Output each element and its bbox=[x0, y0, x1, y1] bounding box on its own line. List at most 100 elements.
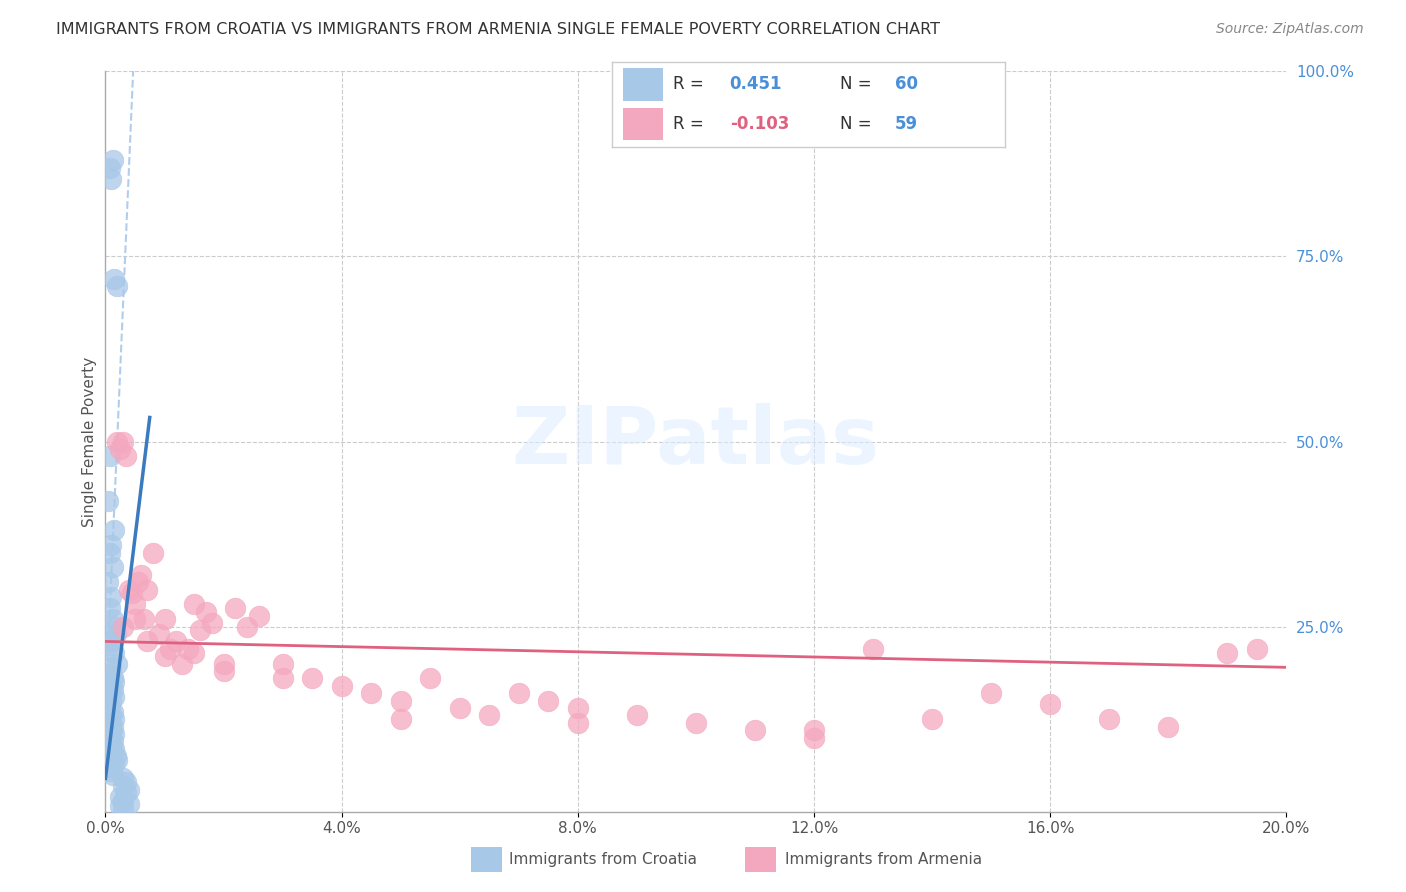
Point bbox=[236, 619, 259, 633]
Point bbox=[98, 546, 121, 560]
Point bbox=[112, 619, 135, 633]
Point bbox=[97, 575, 120, 590]
Point bbox=[148, 627, 170, 641]
Point bbox=[224, 601, 246, 615]
Point bbox=[101, 682, 124, 697]
Point bbox=[105, 279, 128, 293]
Point bbox=[100, 694, 122, 708]
Point bbox=[103, 712, 125, 726]
Text: ZIPatlas: ZIPatlas bbox=[512, 402, 880, 481]
Point bbox=[537, 694, 560, 708]
Point bbox=[105, 434, 128, 449]
Point bbox=[301, 672, 323, 686]
Point bbox=[389, 694, 412, 708]
Point bbox=[862, 641, 884, 656]
Point bbox=[101, 734, 124, 748]
Text: Immigrants from Armenia: Immigrants from Armenia bbox=[785, 853, 981, 867]
Point bbox=[98, 764, 121, 778]
Point bbox=[105, 753, 128, 767]
Point bbox=[212, 657, 235, 671]
Point bbox=[1098, 712, 1121, 726]
Point bbox=[98, 638, 121, 652]
Point bbox=[101, 560, 124, 574]
Point bbox=[100, 723, 122, 738]
Point bbox=[112, 779, 135, 793]
Point bbox=[103, 619, 125, 633]
Text: 60: 60 bbox=[896, 76, 918, 94]
Point bbox=[101, 672, 124, 686]
Point bbox=[105, 657, 128, 671]
Point bbox=[112, 801, 135, 815]
Point bbox=[1216, 646, 1239, 660]
Point bbox=[508, 686, 530, 700]
Point bbox=[100, 760, 122, 774]
Point bbox=[121, 586, 143, 600]
Y-axis label: Single Female Poverty: Single Female Poverty bbox=[82, 357, 97, 526]
Point bbox=[98, 715, 121, 730]
Point bbox=[112, 772, 135, 786]
Point bbox=[105, 627, 128, 641]
Bar bbox=[623, 108, 662, 140]
Text: Source: ZipAtlas.com: Source: ZipAtlas.com bbox=[1216, 22, 1364, 37]
Point bbox=[97, 493, 120, 508]
Point bbox=[124, 598, 146, 612]
Point bbox=[360, 686, 382, 700]
Point bbox=[1039, 698, 1062, 712]
Point bbox=[271, 672, 294, 686]
Point bbox=[183, 598, 205, 612]
Point bbox=[419, 672, 441, 686]
Point bbox=[803, 723, 825, 738]
Point bbox=[115, 450, 138, 464]
Point bbox=[112, 434, 135, 449]
Point bbox=[201, 615, 224, 630]
Point bbox=[980, 686, 1002, 700]
Point bbox=[744, 723, 766, 738]
Point bbox=[100, 171, 122, 186]
Point bbox=[98, 701, 121, 715]
Point bbox=[135, 582, 157, 597]
Point bbox=[172, 657, 194, 671]
Text: R =: R = bbox=[672, 115, 703, 133]
Point bbox=[212, 664, 235, 678]
Point bbox=[100, 538, 122, 552]
Point bbox=[142, 546, 165, 560]
Point bbox=[165, 634, 187, 648]
Point bbox=[1246, 641, 1268, 656]
Point bbox=[110, 442, 132, 456]
Point bbox=[101, 720, 124, 734]
Point bbox=[188, 624, 211, 638]
Point bbox=[103, 756, 125, 771]
Point bbox=[1157, 720, 1180, 734]
Point bbox=[803, 731, 825, 745]
Point bbox=[449, 701, 471, 715]
Point bbox=[135, 634, 157, 648]
Point bbox=[98, 450, 121, 464]
Point bbox=[98, 731, 121, 745]
Point bbox=[100, 660, 122, 674]
Text: N =: N = bbox=[839, 76, 872, 94]
Point bbox=[101, 705, 124, 719]
Point bbox=[110, 798, 132, 813]
Point bbox=[100, 738, 122, 752]
Point bbox=[103, 727, 125, 741]
Point bbox=[389, 712, 412, 726]
Point bbox=[194, 605, 217, 619]
Point bbox=[153, 612, 176, 626]
Point bbox=[103, 646, 125, 660]
Text: 59: 59 bbox=[896, 115, 918, 133]
Point bbox=[100, 590, 122, 604]
Point bbox=[112, 794, 135, 808]
Point bbox=[100, 708, 122, 723]
Point bbox=[153, 649, 176, 664]
Point bbox=[685, 715, 707, 730]
Point bbox=[97, 698, 120, 712]
Text: -0.103: -0.103 bbox=[730, 115, 789, 133]
Point bbox=[105, 749, 128, 764]
Point bbox=[118, 582, 141, 597]
Point bbox=[118, 782, 141, 797]
Point bbox=[183, 646, 205, 660]
Point bbox=[118, 797, 141, 812]
Point bbox=[115, 786, 138, 800]
Point bbox=[478, 708, 501, 723]
Bar bbox=[623, 69, 662, 101]
